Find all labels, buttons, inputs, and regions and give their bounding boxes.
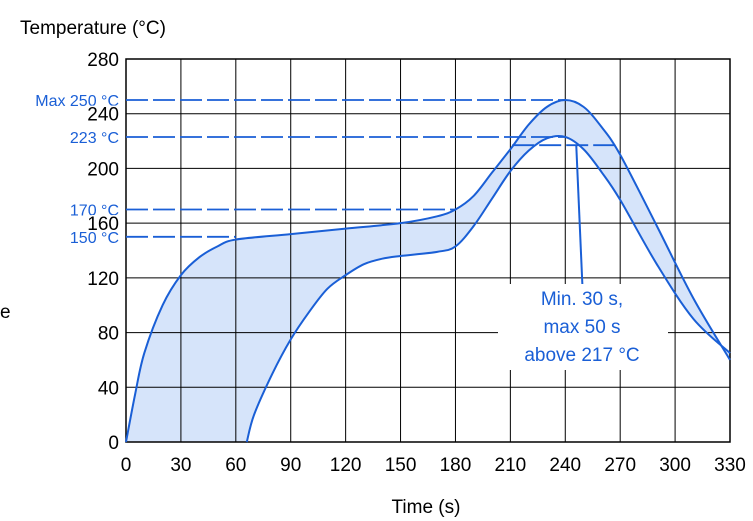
upper-limit-curve (125, 99, 731, 443)
left-edge-fragment: e (0, 302, 11, 323)
reference-label-3: 150 °C (70, 230, 119, 247)
reference-label-1: 223 °C (70, 130, 119, 147)
time-above-liquidus-annotation: Min. 30 s, max 50 s above 217 °C (498, 145, 668, 370)
y-tick-label-0: 0 (108, 433, 119, 454)
x-tick-label-150: 150 (385, 455, 417, 476)
x-tick-label-180: 180 (440, 455, 472, 476)
y-tick-label-160: 160 (87, 214, 119, 235)
grid (125, 58, 731, 443)
y-tick-label-40: 40 (98, 378, 119, 399)
annotation-line-2: above 217 °C (524, 345, 639, 366)
annotation-line-1: max 50 s (543, 317, 620, 338)
x-tick-label-120: 120 (330, 455, 362, 476)
x-tick-label-300: 300 (659, 455, 691, 476)
x-tick-label-30: 30 (170, 455, 191, 476)
profile-curves (125, 99, 731, 443)
lower-limit-curve (245, 134, 731, 443)
x-axis-title: Time (s) (392, 497, 461, 518)
annotation-line-0: Min. 30 s, (541, 289, 623, 310)
y-tick-label-120: 120 (87, 269, 119, 290)
x-tick-label-270: 270 (604, 455, 636, 476)
tolerance-band-fill (126, 100, 730, 443)
x-tick-label-240: 240 (549, 455, 581, 476)
plot-frame (125, 58, 731, 443)
x-tick-label-210: 210 (495, 455, 527, 476)
x-tick-label-60: 60 (225, 455, 246, 476)
x-tick-label-90: 90 (280, 455, 301, 476)
reference-label-0: Max 250 °C (35, 93, 119, 110)
y-tick-label-200: 200 (87, 159, 119, 180)
y-tick-label-240: 240 (87, 105, 119, 126)
y-axis-title: Temperature (°C) (20, 18, 166, 39)
reference-lines: Max 250 °C 223 °C 170 °C 150 °C (35, 93, 617, 247)
x-tick-label-0: 0 (121, 455, 132, 476)
annotation-box (498, 284, 668, 370)
y-tick-label-80: 80 (98, 324, 119, 345)
tick-labels: 0 40 80 120 160 200 240 280 0 30 60 90 120 150 180 210 2… (86, 49, 746, 477)
y-tick-label-280: 280 (87, 50, 119, 71)
x-tick-label-330: 330 (714, 455, 746, 476)
reference-label-2: 170 °C (70, 202, 119, 219)
tolerance-band (126, 100, 730, 443)
